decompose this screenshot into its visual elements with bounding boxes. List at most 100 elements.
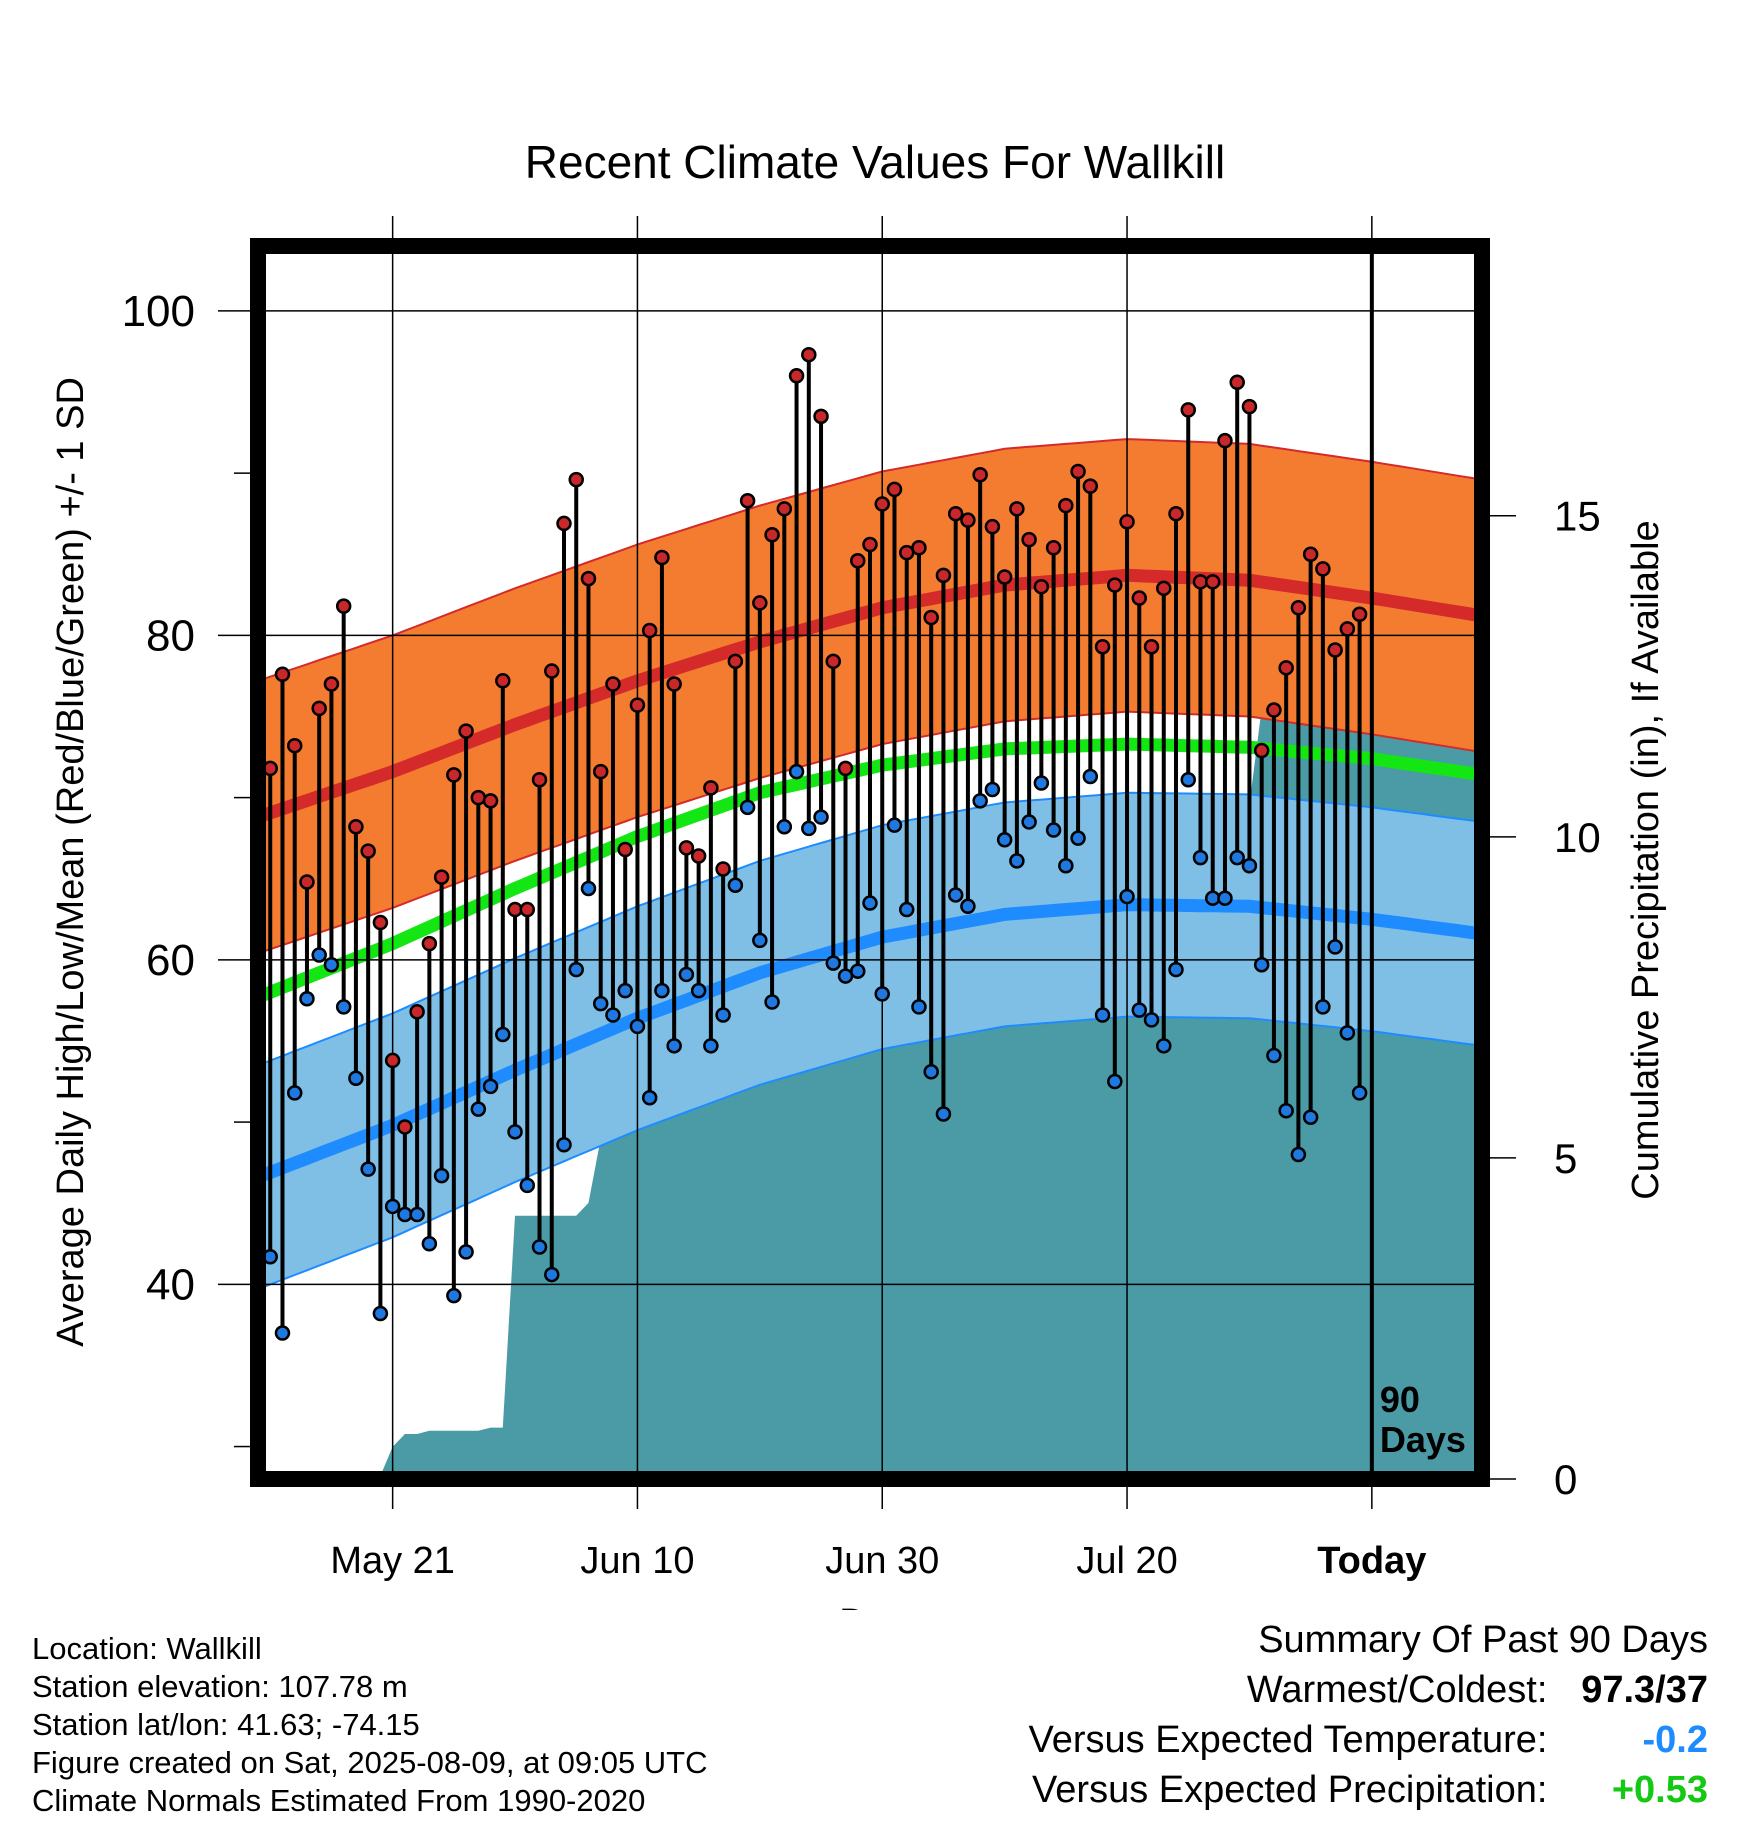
low-point [1217, 890, 1233, 906]
low-point [409, 1206, 425, 1223]
y2-axis-label: Cumulative Precipitation (in), If Availa… [1625, 520, 1667, 1199]
high-point [678, 840, 695, 856]
x-axis-label: Day [839, 1602, 907, 1610]
high-point [568, 471, 584, 488]
low-point [372, 1305, 389, 1322]
climate-chart: Recent Climate Values For Wallkill 90Day… [50, 136, 1667, 1610]
low-point [788, 763, 805, 780]
high-point [348, 819, 364, 835]
high-point [409, 1004, 425, 1020]
low-point [1241, 857, 1258, 874]
low-point [384, 1198, 401, 1215]
high-point [801, 346, 817, 363]
low-point [323, 956, 340, 973]
low-point [715, 1007, 731, 1023]
low-point [335, 999, 352, 1015]
high-point [813, 408, 829, 425]
high-point [1131, 590, 1148, 606]
low-point [348, 1070, 364, 1087]
high-point [1253, 742, 1270, 759]
created-text: Figure created on Sat, 2025-08-09, at 09… [32, 1745, 708, 1780]
high-point [1315, 561, 1331, 577]
high-point [886, 481, 903, 498]
high-point [458, 723, 474, 739]
normals-text: Climate Normals Estimated From 1990-2020 [32, 1783, 646, 1818]
low-point [850, 963, 866, 979]
low-point [947, 887, 964, 903]
low-point [1168, 961, 1184, 978]
high-point [470, 789, 487, 806]
x-tick-label: May 21 [330, 1540, 455, 1582]
low-point [1033, 775, 1050, 791]
low-point [874, 986, 890, 1002]
low-point [1180, 772, 1196, 788]
precip-label: Versus Expected Precipitation: [1032, 1769, 1548, 1811]
y-axis-label: Average Daily High/Low/Mean (Red/Blue/Gr… [50, 377, 92, 1347]
low-point [446, 1287, 462, 1304]
high-point [1070, 463, 1086, 480]
low-point [1058, 857, 1074, 874]
high-point [788, 368, 805, 384]
low-point [1253, 956, 1270, 973]
today-days-label: Days [1380, 1419, 1466, 1460]
low-point [727, 877, 744, 893]
low-point [825, 955, 842, 971]
high-point [1327, 642, 1343, 658]
high-point [1033, 578, 1050, 595]
high-point [1156, 580, 1172, 597]
low-point [482, 1078, 499, 1095]
low-point [531, 1239, 548, 1255]
low-point [1266, 1047, 1282, 1064]
low-point [592, 995, 609, 1012]
plot-content [258, 246, 1482, 1479]
high-point [862, 536, 878, 553]
high-point [911, 540, 927, 556]
high-point [1180, 402, 1196, 418]
low-point [605, 1007, 621, 1023]
low-point [507, 1124, 523, 1140]
low-point [1290, 1146, 1307, 1163]
high-point [372, 914, 389, 931]
high-point [1290, 600, 1307, 616]
high-point [1082, 478, 1099, 494]
high-point [1266, 702, 1282, 718]
low-point [972, 793, 988, 809]
high-point [274, 666, 291, 683]
low-point [580, 880, 597, 897]
y-tick-label: 60 [146, 936, 195, 985]
high-point [996, 569, 1013, 585]
low-point [752, 932, 768, 949]
low-point [801, 820, 817, 837]
summary-title: Summary Of Past 90 Days [1258, 1619, 1708, 1661]
high-point [1009, 501, 1025, 517]
high-point [1045, 540, 1062, 556]
high-point [972, 467, 988, 483]
high-point [1094, 638, 1111, 655]
high-point [727, 653, 744, 670]
x-tick-label: Jun 30 [825, 1540, 939, 1582]
high-point [1229, 374, 1245, 391]
high-point [617, 841, 633, 858]
precip-row: Versus Expected Precipitation: +0.53 [1029, 1765, 1708, 1815]
high-point [764, 527, 780, 543]
high-point [495, 673, 511, 689]
low-point [1315, 999, 1331, 1015]
high-point [1302, 546, 1319, 562]
y-tick-label: 80 [146, 611, 195, 660]
low-point [1131, 1002, 1148, 1018]
low-point [1339, 1025, 1356, 1041]
high-point [984, 518, 1001, 535]
high-point [580, 570, 597, 587]
low-point [458, 1244, 474, 1260]
high-point [1217, 432, 1233, 449]
low-point [764, 994, 780, 1010]
low-point [996, 832, 1013, 848]
low-point [495, 1026, 511, 1043]
low-point [666, 1038, 682, 1054]
summary-panel: Summary Of Past 90 Days Warmest/Coldest:… [1029, 1615, 1708, 1815]
high-point [935, 567, 952, 584]
plot-frame [250, 238, 1490, 1487]
high-point [299, 874, 315, 890]
low-point [1351, 1085, 1368, 1101]
normal-low-line [258, 898, 1482, 1184]
